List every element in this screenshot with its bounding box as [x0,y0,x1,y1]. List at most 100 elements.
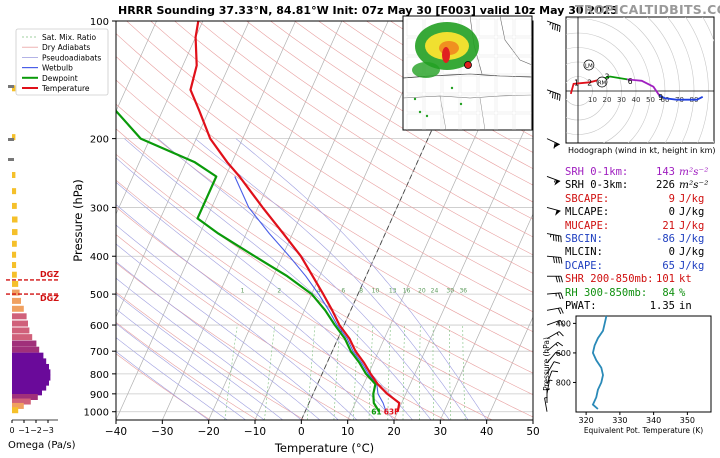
barb-full [560,276,563,283]
omega-bar [12,384,47,391]
radar-echo-speck [450,86,454,90]
skew-t-frame [115,20,534,421]
barb-full [558,331,564,337]
omega-bar [12,334,33,341]
surface-dewpoint-label: 61 [371,408,381,417]
wind-barb [546,89,561,101]
omega-bar [12,327,30,334]
x-tick-label: −10 [244,426,266,438]
barb-flag [554,179,561,186]
index-value: 9 J/kg [668,192,705,205]
y-tick-label: 100 [90,17,109,28]
y-tick-label: 800 [90,370,109,381]
county-grid [514,37,532,56]
county-grid [478,94,496,113]
county-grid [478,56,496,75]
omega-bar [12,369,51,376]
x-tick-label: 20 [387,426,400,438]
x-tick-label: 30 [434,426,447,438]
mixing-ratio-line [419,324,421,420]
hodograph-ring-label: 60 [661,96,670,104]
barb-full [559,25,561,32]
barb-full [551,370,558,373]
index-value: 0 J/kg [668,246,705,259]
theta-e-x-tick-label: 330 [612,416,627,425]
theta-e-x-title: Equivalent Pot. Temperature (K) [584,426,703,435]
hodograph-ring-label: 10 [588,96,597,104]
index-value: 143 m²s⁻² [656,166,709,178]
barb-staff [546,138,560,145]
barb-full [558,257,560,264]
hodograph-ring-label: 20 [603,96,612,104]
omega-bar [12,379,49,386]
omega-axis-label: Omega (Pa/s) [8,440,76,451]
wind-barb [546,370,558,385]
barb-full [554,92,556,100]
barb-flag [553,142,560,149]
x-tick-label: 40 [480,426,493,438]
omega-bar [12,340,37,347]
index-label: SRH 0-1km: [565,166,629,178]
index-label: SBCIN: [565,233,603,246]
county-grid [442,94,460,113]
barb-full [560,307,564,314]
index-row: MLCAPE: 0 J/kg [565,206,715,219]
x-tick-label: 0 [298,426,305,438]
legend-label-temperature: Temperature [41,84,90,93]
omega-tick-label: 0 [9,426,14,435]
index-row: SBCAPE: 9 J/kg [565,193,715,206]
isotherm-line [208,21,389,420]
barb-full [555,276,558,283]
barb-half [549,91,552,95]
omega-bar [12,363,49,370]
dry-adiabat-line [246,21,533,203]
dry-adiabat-line [174,21,533,256]
barb-full [555,256,558,264]
barb-full [560,292,564,299]
wetbulb-line [234,176,387,412]
mixing-ratio-label: 6 [341,287,345,294]
mixing-ratio-line [368,324,374,420]
mixing-ratio-label: 16 [403,287,411,294]
dry-adiabat-line [198,21,533,238]
omega-tick-label: −2 [30,426,42,435]
mixing-ratio-line [224,324,238,420]
mixing-ratio-line [264,324,276,420]
surface-temperature-label: 63F [384,408,400,417]
radar-echo-speck [425,114,429,118]
y-tick-label: 300 [90,203,109,214]
omega-bar [12,358,47,365]
barb-full [553,256,555,263]
dry-adiabat-line [116,128,533,396]
moist-adiabat-line [116,261,321,420]
barb-full [555,351,562,356]
wind-barb [546,20,561,32]
barb-full [556,24,559,32]
mixing-ratio-label: 36 [459,287,467,294]
y-tick-label: 1000 [84,408,109,419]
mixing-ratio-line [387,324,391,420]
dgz-label: DGZ [40,270,59,279]
mixing-ratio-line [462,324,466,420]
dry-adiabat-line [116,153,533,418]
brand-watermark: TROPICALTIDBITS.COM [575,2,720,17]
omega-bar [12,251,17,258]
dry-adiabat-line [150,21,533,274]
mixing-ratio-label: 24 [431,287,439,294]
theta-e-x-tick-label: 320 [578,416,593,425]
theta-e-y-title: Pressure (hPa) [542,337,551,391]
theta-e-y-tick-label: 600 [556,349,571,358]
barb-full [559,94,561,101]
omega-bar [12,305,24,312]
y-tick-label: 400 [90,252,109,263]
mixing-ratio-label: 2 [277,287,281,294]
dry-adiabat-line [270,21,533,186]
mixing-ratio-line [353,324,359,420]
omega-bar [12,398,31,405]
index-label: PWAT: [565,300,597,313]
right-mover-label: RM [598,81,607,87]
state-border [499,16,532,66]
county-grid [496,75,514,94]
radar-echo-speck [413,97,417,101]
